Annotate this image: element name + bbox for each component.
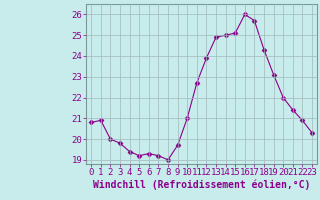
X-axis label: Windchill (Refroidissement éolien,°C): Windchill (Refroidissement éolien,°C) <box>93 180 310 190</box>
